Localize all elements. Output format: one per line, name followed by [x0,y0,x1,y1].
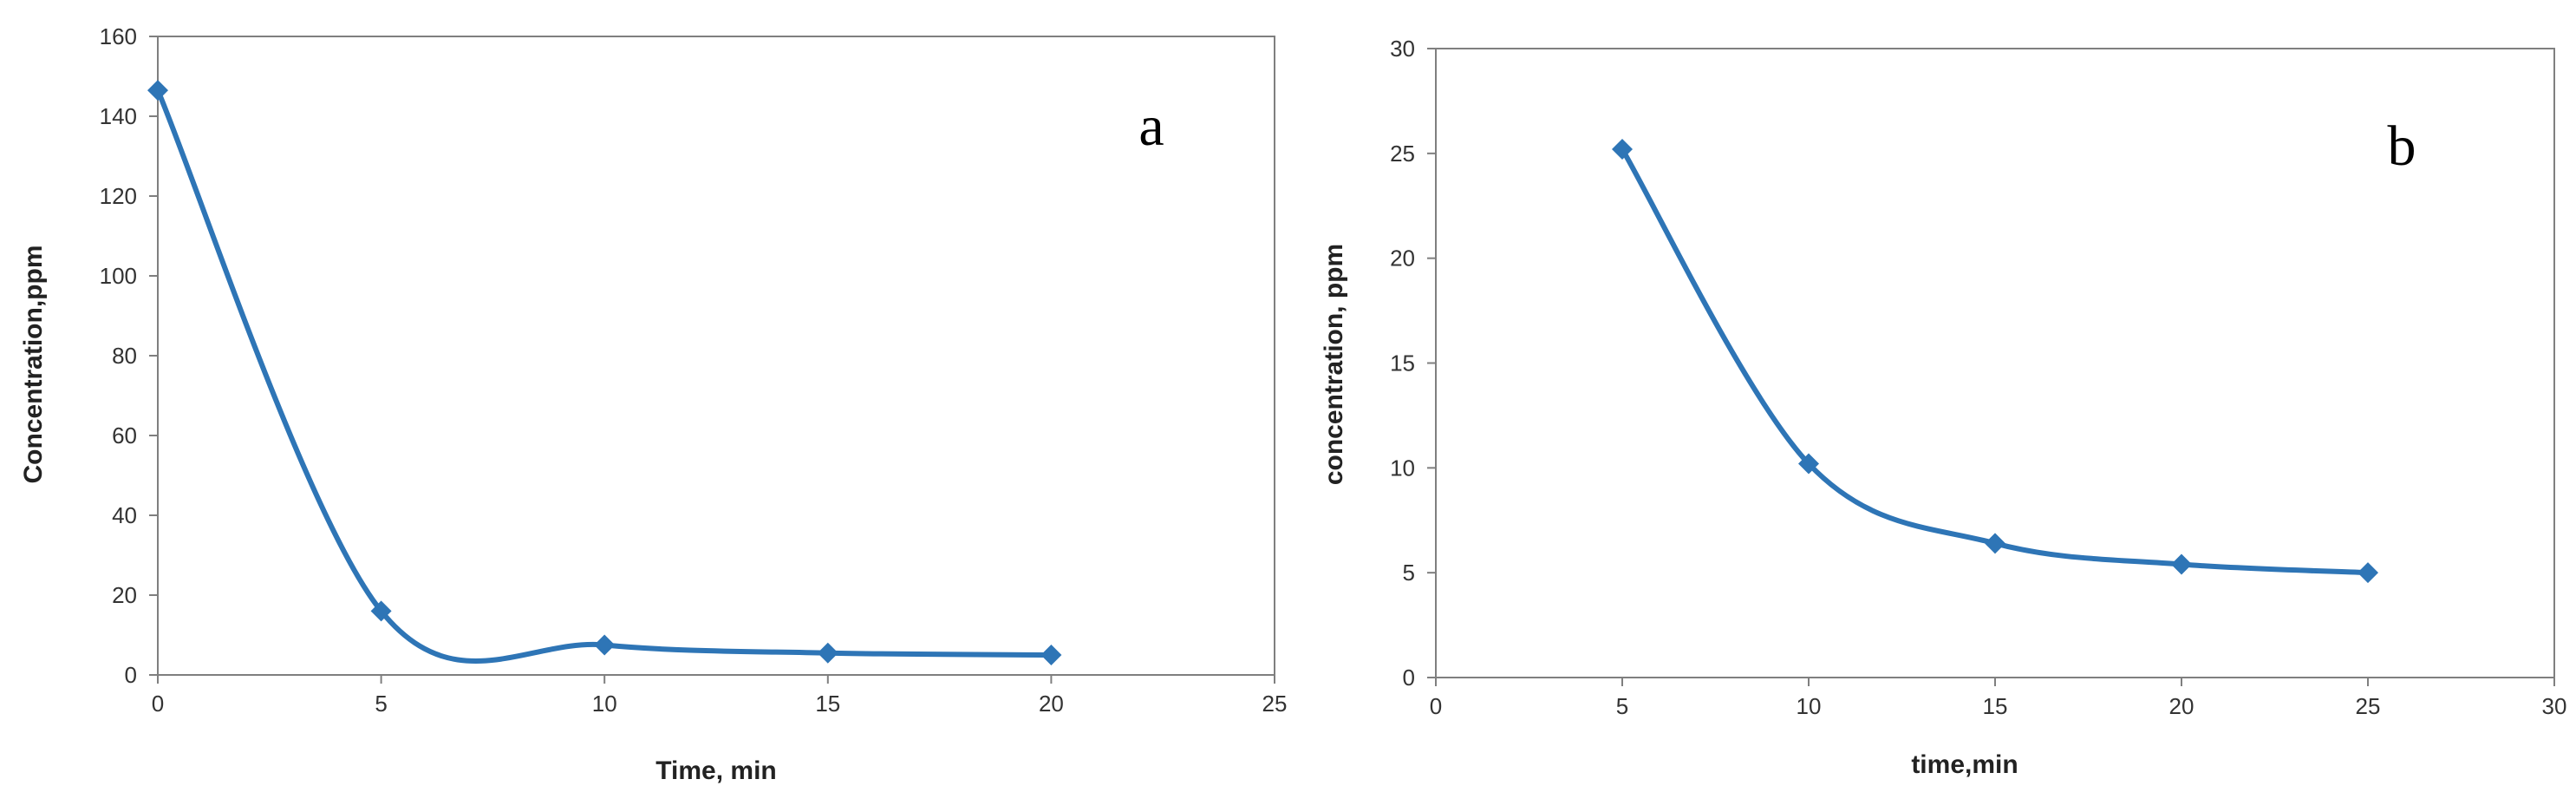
chart-b-x-tick-label: 15 [1983,693,2008,719]
chart-a-x-tick-label: 10 [592,691,617,717]
chart-b-data-point [1985,533,2005,554]
chart-b-series-line [1620,147,2369,576]
chart-b-x-tick-label: 20 [2169,693,2194,719]
chart-a-x-tick-label: 5 [375,691,387,717]
chart-a-y-axis-title: Concentration,ppm [19,246,48,484]
chart-a-x-tick-label: 20 [1039,691,1064,717]
chart-b-y-tick-label: 0 [1403,665,1415,691]
chart-a-y-tick-label: 60 [112,422,137,449]
chart-a-panel-label: a [1138,95,1164,158]
chart-b-ticks: 0 5 10 15 20 25 30 0 5 10 15 20 25 30 [1390,36,2566,719]
chart-b-x-tick-label: 10 [1797,693,1822,719]
chart-a: 0 20 40 60 80 100 120 140 160 0 5 10 15 20 25 Time, mi… [19,23,1287,785]
chart-b-y-tick-label: 30 [1390,36,1415,62]
chart-b-x-tick-label: 30 [2542,693,2567,719]
chart-a-data-point [1040,645,1062,665]
chart-a-y-tick-label: 40 [112,502,137,528]
chart-a-plot-frame [157,36,1275,676]
chart-a-x-tick-label: 0 [152,691,164,717]
chart-b-y-tick-label: 5 [1403,560,1415,586]
chart-a-y-tick-label: 160 [100,23,137,49]
chart-b-y-tick-label: 15 [1390,350,1415,377]
chart-a-x-tick-label: 25 [1262,691,1288,717]
chart-b-panel-label: b [2388,115,2416,178]
chart-b: 0 5 10 15 20 25 30 0 5 10 15 20 25 30 time,min concen… [1320,36,2566,779]
chart-a-y-tick-label: 80 [112,343,137,369]
chart-a-series-line [155,88,1052,664]
chart-a-y-tick-label: 120 [100,183,137,209]
chart-b-x-tick-label: 0 [1430,693,1442,719]
chart-b-y-tick-label: 10 [1390,455,1415,481]
chart-b-x-tick-label: 5 [1616,693,1628,719]
chart-b-x-axis-title: time,min [1911,750,2018,779]
chart-b-data-point [2171,553,2192,575]
chart-a-y-tick-label: 100 [100,263,137,289]
chart-b-y-axis-title: concentration, ppm [1320,244,1348,485]
chart-b-data-point [1612,139,1633,160]
chart-a-data-point [147,80,168,102]
chart-a-x-axis-title: Time, min [655,756,776,785]
chart-a-y-tick-label: 0 [125,662,137,688]
chart-a-data-point [817,642,838,664]
chart-a-ticks: 0 20 40 60 80 100 120 140 160 0 5 10 15 20 25 [100,23,1288,717]
chart-a-y-tick-label: 140 [100,103,137,129]
chart-b-y-tick-label: 20 [1390,246,1415,272]
chart-b-data-point [2358,562,2378,584]
chart-a-y-tick-label: 20 [112,582,137,608]
chart-b-x-tick-label: 25 [2356,693,2381,719]
chart-a-markers [147,80,1062,665]
chart-b-plot-frame [1435,48,2555,678]
chart-b-data-point [1798,453,1819,475]
chart-a-data-point [370,600,392,622]
chart-b-y-tick-label: 25 [1390,141,1415,167]
chart-a-x-tick-label: 15 [815,691,840,717]
chart-b-markers [1612,139,2378,584]
chart-a-data-point [594,634,616,656]
